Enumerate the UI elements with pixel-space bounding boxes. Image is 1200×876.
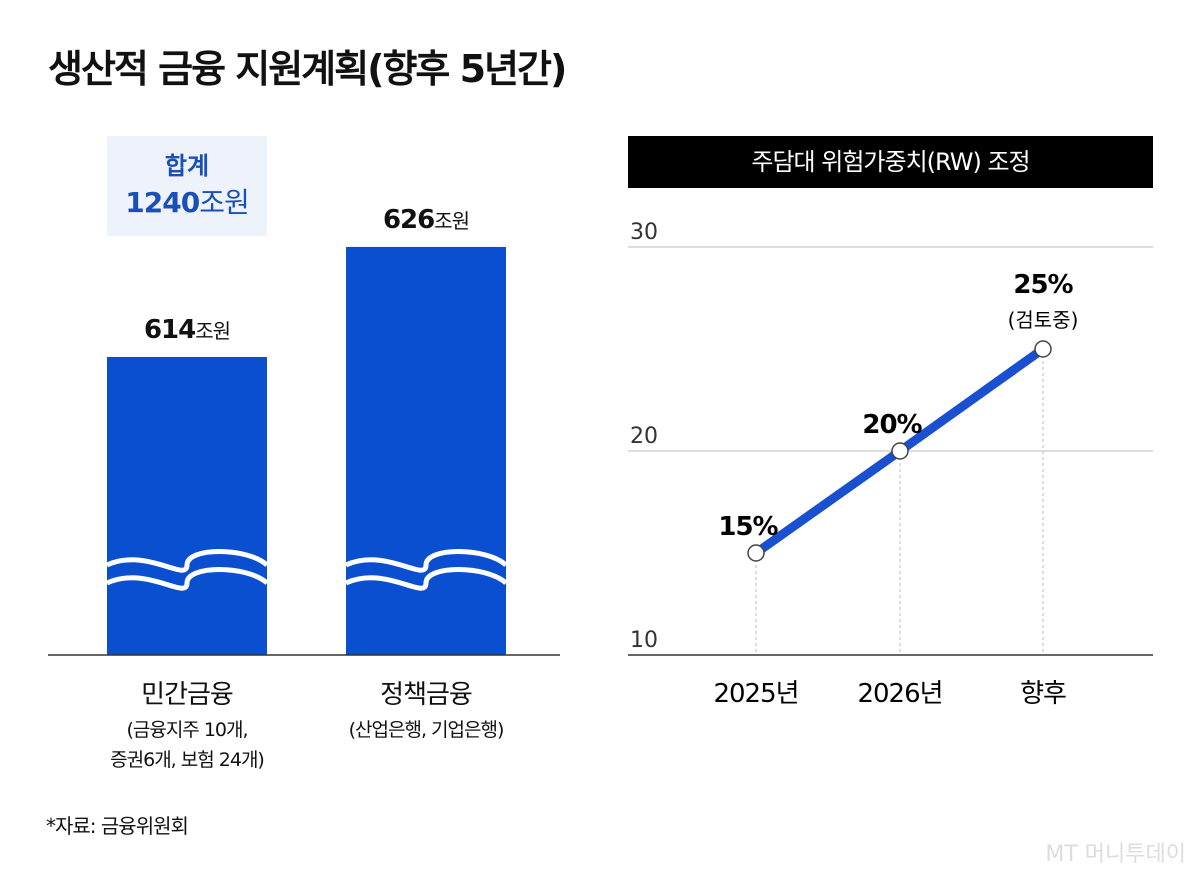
x-tick-label: 2026년 bbox=[857, 679, 942, 709]
page-title: 생산적 금융 지원계획(향후 5년간) bbox=[48, 47, 567, 91]
logo: MT 머니투데이 bbox=[1045, 842, 1186, 867]
total-label: 합계 bbox=[164, 152, 210, 180]
data-point bbox=[1034, 340, 1052, 358]
y-tick-label: 20 bbox=[630, 424, 658, 449]
bar-value: 626 bbox=[382, 204, 435, 235]
bar-value: 614 bbox=[143, 314, 196, 345]
point-annotation: (검토중) bbox=[1008, 308, 1079, 332]
category-label: 민간금융 bbox=[141, 680, 234, 710]
total-box: 합계 1240조원 bbox=[107, 136, 267, 236]
y-tick-label: 30 bbox=[630, 220, 658, 245]
bar-chart bbox=[48, 246, 560, 656]
category-label: 정책금융 bbox=[380, 680, 473, 710]
y-tick-label: 10 bbox=[630, 628, 658, 653]
total-unit: 조원 bbox=[199, 186, 250, 219]
data-point bbox=[747, 544, 765, 562]
category-note: (금융지주 10개, bbox=[126, 719, 248, 741]
source-note: *자료: 금융위원회 bbox=[46, 814, 189, 838]
axis-break-wave bbox=[105, 549, 269, 573]
point-value-label: 20% bbox=[862, 410, 922, 440]
category-note: (산업은행, 기업은행) bbox=[348, 719, 505, 741]
bar-value-label: 614조원 bbox=[87, 315, 287, 345]
axis-break-wave bbox=[344, 567, 508, 591]
axis-break-wave bbox=[344, 549, 508, 573]
x-tick-label: 2025년 bbox=[713, 679, 798, 709]
category-note: 증권6개, 보험 24개) bbox=[110, 749, 265, 771]
total-value: 1240 bbox=[125, 186, 200, 219]
line-chart-title: 주담대 위험가중치(RW) 조정 bbox=[628, 136, 1153, 188]
bar-unit: 조원 bbox=[195, 318, 231, 343]
point-value-label: 25% bbox=[1013, 270, 1073, 300]
bar-0 bbox=[107, 356, 267, 655]
data-point bbox=[891, 442, 909, 460]
bar-unit: 조원 bbox=[434, 208, 470, 233]
axis-break-wave bbox=[105, 567, 269, 591]
bar-value-label: 626조원 bbox=[326, 205, 526, 235]
x-tick-label: 향후 bbox=[1020, 679, 1066, 709]
point-value-label: 15% bbox=[718, 512, 778, 542]
